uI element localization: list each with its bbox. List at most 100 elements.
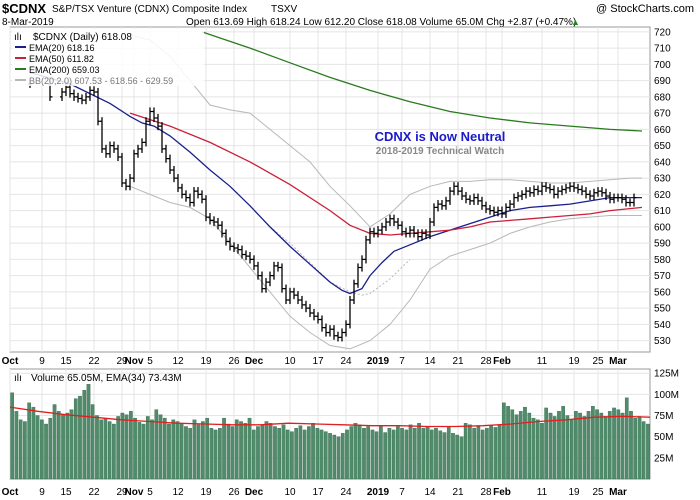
volume-bar — [438, 430, 443, 480]
volume-bar — [591, 406, 595, 480]
volume-bar — [107, 421, 112, 480]
volume-bar — [56, 411, 61, 480]
price-x-tick: 24 — [340, 356, 352, 367]
price-y-tick: 700 — [654, 60, 671, 71]
volume-bar — [624, 397, 629, 480]
volume-x-tick: 21 — [452, 487, 464, 498]
volume-bar — [328, 433, 332, 480]
volume-bar — [133, 417, 137, 480]
volume-bar — [61, 414, 65, 480]
volume-x-tick: 9 — [39, 487, 45, 498]
price-y-tick: 540 — [654, 320, 671, 331]
volume-bar — [586, 411, 591, 480]
volume-bar — [52, 404, 57, 480]
volume-bar — [323, 431, 328, 480]
volume-bar — [637, 416, 642, 480]
volume-bar — [578, 412, 582, 480]
volume-bar — [234, 419, 239, 480]
volume-bar — [502, 402, 506, 480]
volume-bar — [40, 419, 44, 480]
bb-upper-line — [129, 34, 642, 228]
volume-bar — [336, 436, 341, 480]
volume-bar — [31, 406, 36, 480]
volume-bar — [90, 404, 95, 480]
legend-background — [12, 29, 204, 86]
volume-bar — [120, 412, 125, 480]
volume-bar — [548, 412, 553, 480]
bollinger-bands — [129, 34, 642, 350]
volume-bar — [86, 384, 91, 480]
volume-x-tick: 26 — [228, 487, 240, 498]
price-x-tick: 2019 — [367, 356, 390, 367]
volume-x-tick: Feb — [493, 487, 511, 498]
volume-bar — [442, 432, 447, 480]
volume-bar — [175, 421, 180, 480]
volume-bar — [184, 426, 188, 480]
volume-bar — [44, 423, 48, 480]
price-y-tick: 640 — [654, 157, 671, 168]
volume-x-tick: 10 — [284, 487, 296, 498]
price-x-tick: 21 — [452, 356, 464, 367]
volume-bar — [421, 428, 426, 480]
volume-bar — [599, 412, 604, 480]
volume-bar — [95, 415, 99, 480]
volume-bar — [192, 419, 197, 480]
volume-bar — [607, 411, 612, 480]
volume-bar — [345, 429, 349, 480]
volume-bar — [48, 417, 53, 480]
price-x-tick: 19 — [568, 356, 580, 367]
volume-bar — [315, 428, 320, 480]
volume-bar — [633, 417, 637, 480]
legend-ema20: EMA(20) 618.16 — [29, 43, 95, 53]
volume-bar — [574, 411, 578, 480]
volume-bar — [230, 426, 235, 480]
volume-legend: Volume 65.05M, EMA(34) 73.43M — [31, 373, 182, 384]
price-x-tick: Nov — [125, 356, 144, 367]
price-y-tick: 600 — [654, 222, 671, 233]
price-y-tick: 650 — [654, 141, 671, 152]
volume-bar — [434, 428, 438, 480]
volume-x-tick: 24 — [340, 487, 352, 498]
volume-bar — [10, 392, 14, 480]
legend-ema200: EMA(200) 659.03 — [29, 65, 100, 75]
volume-bar — [451, 433, 455, 480]
volume-bar — [379, 425, 383, 480]
price-y-tick: 560 — [654, 287, 671, 298]
volume-bar — [213, 429, 218, 480]
price-x-tick: 19 — [200, 356, 212, 367]
bb-lower-line — [129, 185, 642, 350]
price-x-tick: 9 — [39, 356, 45, 367]
volume-bar — [23, 421, 27, 480]
legend-price: $CDNX (Daily) 618.08 — [33, 32, 132, 43]
exchange: TSXV — [271, 4, 297, 15]
volume-bar — [531, 417, 536, 480]
volume-bar — [277, 428, 281, 480]
volume-bar — [209, 428, 214, 480]
volume-x-tick: 5 — [147, 487, 153, 498]
price-bars — [28, 79, 637, 342]
volume-bar — [205, 417, 209, 480]
volume-bar — [112, 423, 116, 480]
volume-bar — [78, 395, 82, 480]
volume-x-tick: 7 — [399, 487, 405, 498]
price-x-tick: 22 — [88, 356, 100, 367]
volume-bar — [281, 424, 286, 480]
legend-ema50: EMA(50) 611.82 — [29, 54, 94, 64]
price-y-tick: 610 — [654, 206, 671, 217]
change-up-icon: ▲ — [571, 17, 580, 27]
volume-bar — [514, 414, 519, 480]
price-grid — [10, 31, 650, 342]
volume-bar — [646, 423, 650, 480]
volume-ema — [9, 406, 651, 428]
volume-bar — [612, 407, 616, 480]
price-y-tick: 720 — [654, 27, 671, 38]
price-x-tick: 15 — [60, 356, 72, 367]
price-legend: ılı $CDNX (Daily) 618.08 EMA(20) 618.16 … — [12, 29, 204, 86]
volume-bar — [569, 419, 574, 480]
price-x-tick: 11 — [537, 356, 548, 367]
volume-bar — [535, 419, 540, 480]
price-y-tick: 630 — [654, 174, 671, 185]
volume-bar — [370, 429, 375, 480]
